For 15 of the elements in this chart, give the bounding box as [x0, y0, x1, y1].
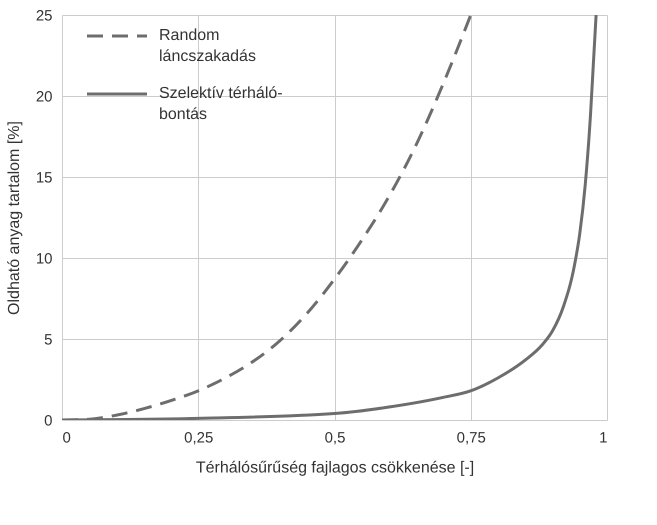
x-axis-title: Térhálósűrűség fajlagos csökkenése [-]	[196, 460, 474, 476]
y-tick-label: 20	[36, 88, 52, 106]
x-tick-label: 0,5	[324, 430, 346, 446]
y-tick-label: 0	[44, 412, 52, 430]
y-axis-title: Oldható anyag tartalom [%]	[6, 121, 23, 315]
y-tick-label: 5	[44, 332, 52, 348]
x-tick-label: 0,25	[184, 430, 214, 446]
x-tick-label: 0,75	[456, 430, 486, 446]
legend-label: Szelektív térháló- bontás	[159, 85, 283, 123]
legend-label: Random láncszakadás	[159, 27, 256, 65]
y-tick-label: 25	[36, 8, 52, 24]
x-tick-label: 1	[599, 430, 608, 446]
y-tick-label: 10	[36, 250, 52, 268]
y-tick-label: 15	[36, 170, 52, 186]
x-tick-label: 0	[62, 430, 71, 446]
